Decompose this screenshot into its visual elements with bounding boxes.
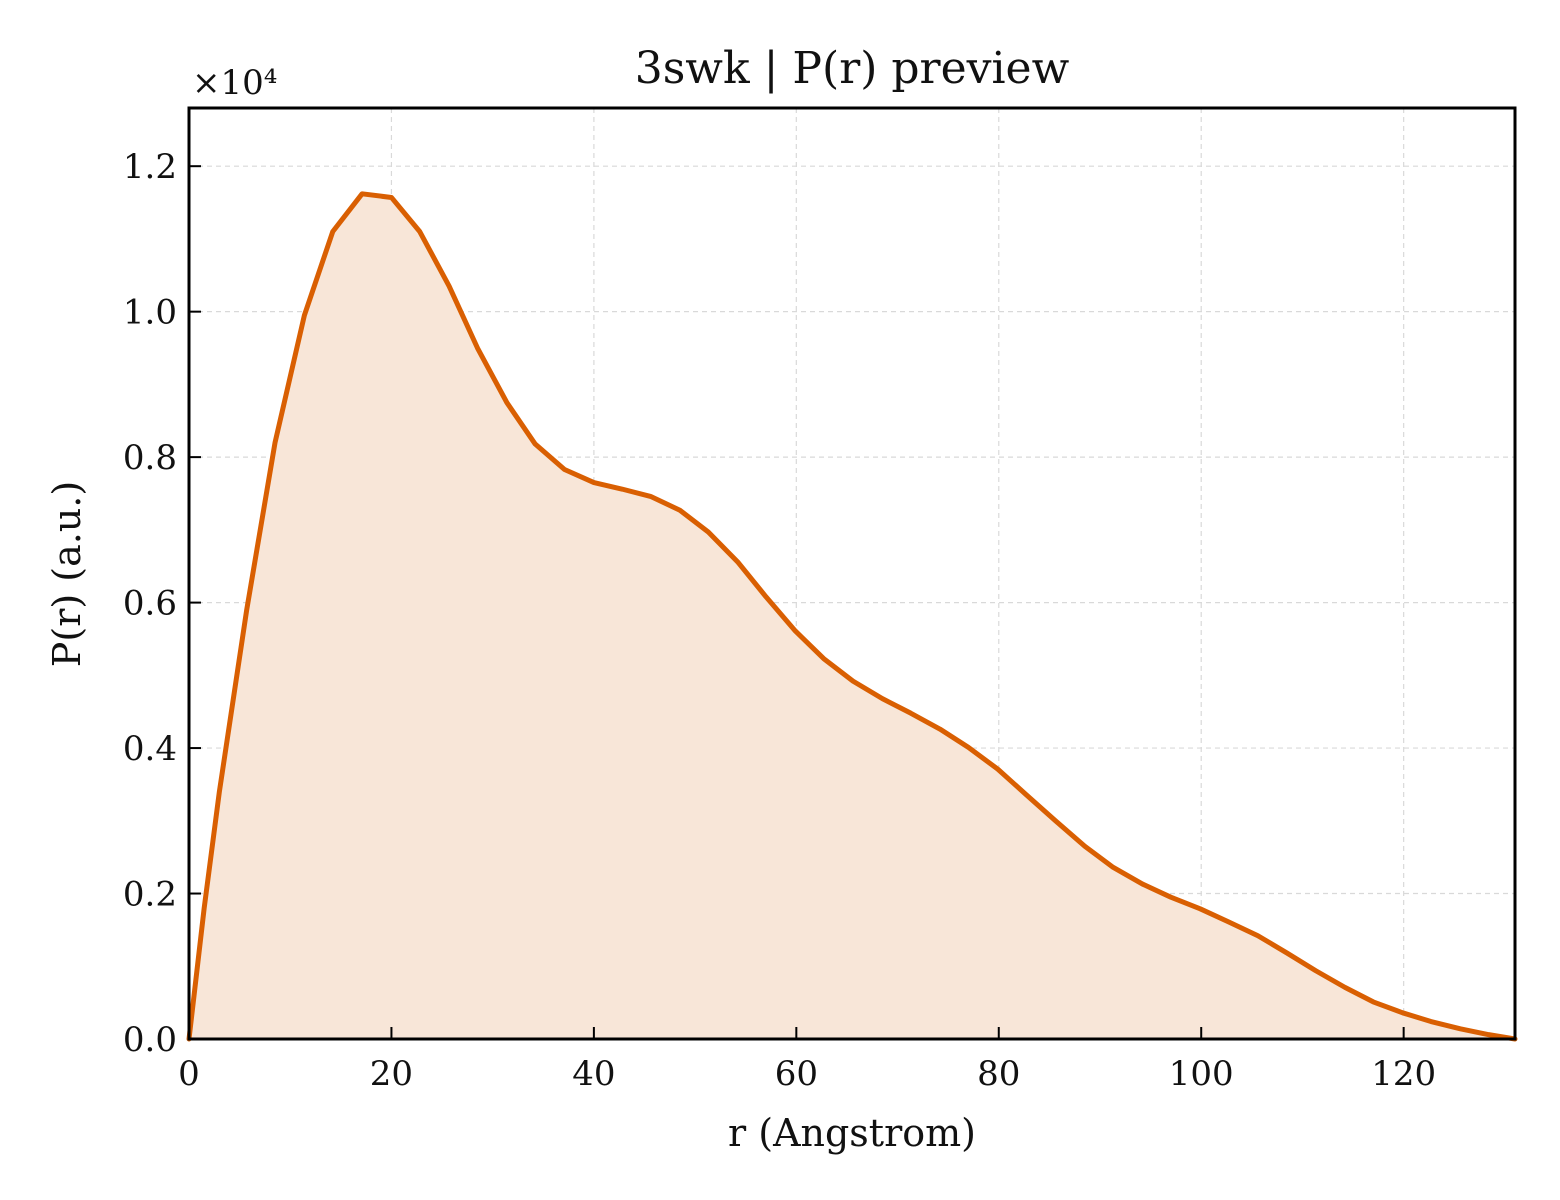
x-tick-label: 0 — [178, 1054, 200, 1094]
y-tick-label: 0.8 — [123, 438, 177, 478]
pr-curve-line — [186, 191, 1518, 1042]
y-tick-label: 0.4 — [123, 729, 177, 769]
x-tick-label: 120 — [1371, 1054, 1436, 1094]
y-axis-label: P(r) (a.u.) — [45, 481, 89, 667]
y-tick-label: 0.0 — [123, 1020, 177, 1060]
y-tick-label: 1.0 — [123, 293, 177, 333]
x-axis-label: r (Angstrom) — [728, 1111, 976, 1155]
y-tick-label: 1.2 — [123, 147, 177, 187]
y-tick-label: 0.6 — [123, 584, 177, 624]
data-layer — [186, 191, 1518, 1042]
chart-title: 3swk | P(r) preview — [635, 43, 1070, 94]
y-tick-label: 0.2 — [123, 875, 177, 915]
axes: 0 20 40 60 80 100 120 0.0 0.2 0.4 0.6 0.8 1.0 1.2 — [123, 106, 1517, 1094]
x-tick-label: 100 — [1169, 1054, 1234, 1094]
x-tick-label: 40 — [572, 1054, 615, 1094]
pr-area-fill — [189, 193, 1515, 1039]
y-scale-multiplier: ×10⁴ — [192, 63, 277, 103]
plot-frame — [187, 106, 1517, 1041]
x-tick-label: 60 — [775, 1054, 818, 1094]
x-tick-label: 80 — [977, 1054, 1020, 1094]
x-tick-label: 20 — [370, 1054, 413, 1094]
